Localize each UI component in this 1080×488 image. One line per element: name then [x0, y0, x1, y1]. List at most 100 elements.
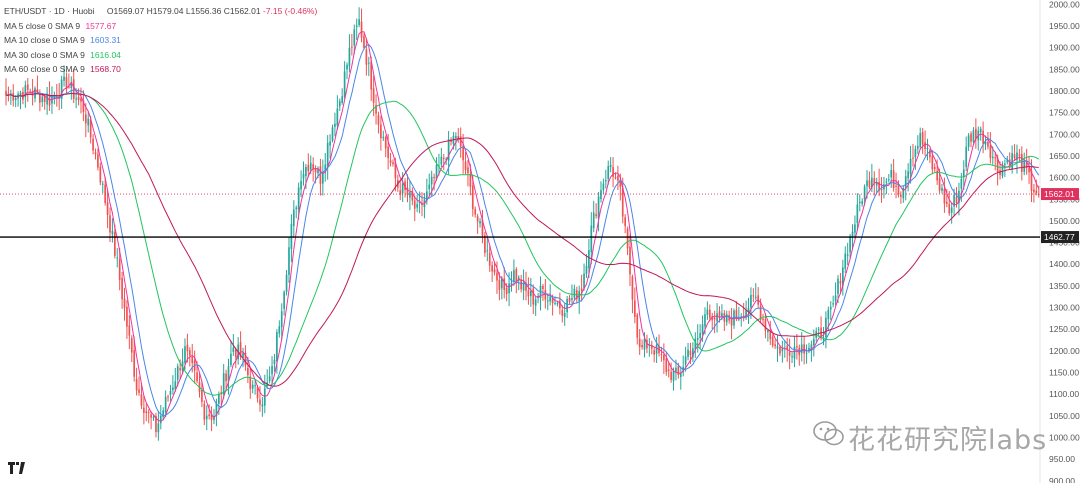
y-tick-label: 2000.00: [1049, 0, 1080, 9]
candle-body: [602, 183, 605, 191]
candle-body: [916, 146, 919, 149]
y-tick-label: 1600.00: [1049, 173, 1080, 183]
candle-body: [68, 86, 70, 88]
ma5-value: 1577.67: [85, 20, 117, 31]
candle-body: [496, 272, 498, 281]
candle-body: [716, 313, 718, 322]
candle-body: [367, 62, 370, 64]
candle-body: [164, 396, 167, 413]
watermark-text: 花花研究院labs: [848, 425, 1048, 456]
candle-body: [222, 373, 225, 395]
candle-body: [965, 146, 968, 167]
candle-body: [109, 215, 111, 233]
candle-body: [527, 290, 530, 297]
legend-ma30[interactable]: MA 30 close 0 SMA 9 1616.04: [4, 49, 121, 60]
candle-body: [590, 225, 593, 253]
candle-body: [856, 204, 859, 224]
candle-body: [851, 231, 854, 238]
candle-body: [515, 269, 518, 282]
candle-body: [336, 108, 339, 126]
candle-body: [75, 98, 77, 100]
y-tick-label: 1400.00: [1049, 259, 1080, 269]
candle-body: [375, 104, 377, 114]
candle-body: [208, 414, 211, 417]
candle-body: [829, 306, 832, 310]
candle-body: [875, 182, 878, 186]
candle-body: [334, 123, 336, 127]
candle-body: [302, 173, 305, 179]
candle-body: [938, 178, 941, 191]
candle-body: [479, 221, 481, 224]
legend-ma60[interactable]: MA 60 close 0 SMA 9 1568.70: [4, 64, 121, 74]
candle-body: [694, 338, 697, 350]
candle-body: [89, 119, 92, 138]
candle-body: [750, 294, 752, 308]
candle-body: [747, 308, 750, 313]
candle-body: [706, 309, 709, 315]
candle-body: [51, 96, 53, 104]
ohlc-change: -7.15 (-0.46%): [262, 6, 318, 16]
candle-body: [791, 356, 793, 358]
candle-body: [19, 92, 22, 96]
candle-body: [147, 412, 150, 414]
candle-body: [735, 310, 738, 319]
candle-body: [464, 161, 467, 170]
candle-body: [84, 114, 87, 124]
candle-body: [621, 187, 624, 217]
candle-body: [232, 347, 235, 352]
candle-body: [945, 201, 948, 204]
candle-body: [832, 303, 835, 305]
candle-body: [892, 170, 895, 188]
candle-body: [1016, 152, 1018, 161]
candle-body: [382, 136, 385, 139]
candle-body: [914, 148, 917, 158]
y-tick-label: 1300.00: [1049, 303, 1080, 313]
candle-body: [931, 156, 934, 170]
candle-body: [387, 146, 389, 159]
candle-body: [619, 179, 622, 188]
candle-body: [389, 160, 392, 163]
candle-body: [77, 96, 80, 100]
candle-body: [433, 176, 435, 178]
y-tick-label: 900.00: [1049, 476, 1075, 483]
candle-body: [571, 297, 573, 300]
candle-body: [317, 168, 319, 174]
candle-body: [919, 133, 922, 148]
candle-body: [897, 185, 900, 195]
candle-body: [498, 279, 501, 290]
candle-body: [532, 288, 535, 305]
candle-body: [24, 85, 27, 98]
candle-body: [960, 179, 963, 189]
candle-body: [72, 79, 75, 99]
candle-body: [764, 319, 767, 331]
candle-body: [762, 318, 764, 320]
candle-body: [721, 313, 723, 317]
candle-body: [135, 378, 138, 391]
candle-body: [295, 207, 298, 210]
candle-body: [263, 388, 266, 406]
y-tick-label: 1200.00: [1049, 346, 1080, 356]
candle-body: [1025, 160, 1028, 169]
candle-body: [271, 366, 273, 375]
candle-body: [488, 252, 491, 266]
y-tick-label: 1000.00: [1049, 433, 1080, 443]
candle-body: [692, 348, 694, 358]
candle-body: [774, 344, 776, 347]
candle-body: [609, 164, 612, 168]
candle-body: [138, 389, 140, 393]
legend-ma10[interactable]: MA 10 close 0 SMA 9 1603.31: [4, 35, 121, 45]
ma60-value: 1568.70: [90, 64, 121, 74]
candle-body: [970, 133, 972, 142]
candle-body: [450, 140, 452, 142]
tradingview-logo-icon[interactable]: [8, 462, 28, 477]
candle-body: [604, 180, 607, 182]
candle-body: [14, 98, 17, 100]
symbol-title[interactable]: ETH/USDT · 1D · Huobi: [4, 6, 95, 16]
candle-body: [486, 250, 489, 252]
legend-ma5[interactable]: MA 5 close 0 SMA 9 1577.67: [4, 20, 117, 31]
y-tick-label: 1900.00: [1049, 43, 1080, 53]
candle-body: [143, 407, 145, 413]
candle-body: [800, 344, 803, 354]
